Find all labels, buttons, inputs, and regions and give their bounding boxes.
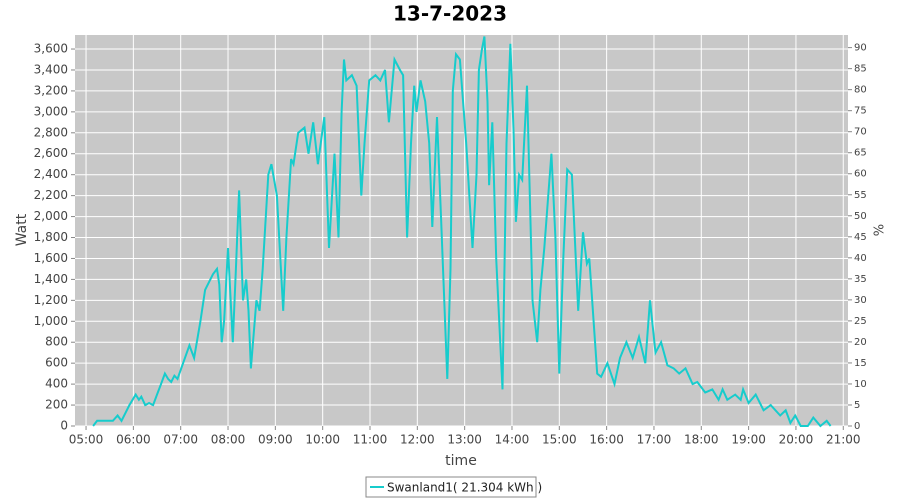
- y2-tick-label: 10: [854, 379, 867, 390]
- y-tick-label: 1,200: [34, 293, 68, 307]
- y-tick-label: 200: [45, 398, 68, 412]
- x-tick-label: 10:00: [305, 433, 340, 447]
- y-tick-label: 2,000: [34, 209, 68, 223]
- x-tick-label: 18:00: [684, 433, 719, 447]
- y-tick-label: 1,600: [34, 251, 68, 265]
- chart-title: 13-7-2023: [393, 2, 507, 26]
- x-tick-label: 21:00: [826, 433, 861, 447]
- y-tick-label: 2,400: [34, 167, 68, 181]
- y-tick-label: 3,200: [34, 83, 68, 97]
- y-tick-label: 2,600: [34, 146, 68, 160]
- y2-tick-label: 30: [854, 295, 867, 306]
- y2-tick-label: 40: [854, 253, 867, 264]
- legend-label: Swanland1( 21.304 kWh ): [387, 481, 542, 495]
- y2-tick-label: 55: [854, 190, 867, 201]
- line-series: [92, 36, 832, 428]
- x-tick-label: 05:00: [69, 433, 104, 447]
- y2-tick-label: 0: [854, 421, 860, 432]
- x-axis-label: time: [445, 453, 477, 469]
- y2-tick-label: 75: [854, 106, 867, 117]
- x-tick-label: 08:00: [211, 433, 246, 447]
- y2-tick-label: 65: [854, 148, 867, 159]
- y2-tick-label: 85: [854, 64, 867, 75]
- x-tick-label: 15:00: [542, 433, 577, 447]
- y-tick-label: 400: [45, 377, 68, 391]
- y2-tick-label: 60: [854, 169, 867, 180]
- x-tick-label: 19:00: [731, 433, 766, 447]
- x-tick-label: 13:00: [447, 433, 482, 447]
- x-tick-label: 12:00: [400, 433, 435, 447]
- y-axis-label: Watt: [14, 213, 30, 246]
- y2-tick-label: 20: [854, 337, 867, 348]
- y-tick-label: 2,200: [34, 188, 68, 202]
- x-tick-label: 06:00: [116, 433, 151, 447]
- legend-box: [365, 476, 537, 498]
- y-tick-label: 800: [45, 335, 68, 349]
- y-tick-label: 3,600: [34, 42, 68, 56]
- y2-tick-label: 45: [854, 232, 867, 243]
- y-tick-label: 600: [45, 356, 68, 370]
- x-tick-label: 16:00: [589, 433, 624, 447]
- x-tick-label: 09:00: [258, 433, 293, 447]
- y2-tick-label: 50: [854, 211, 867, 222]
- x-tick-label: 07:00: [163, 433, 198, 447]
- plot-area: [75, 35, 848, 426]
- y-tick-label: 0: [60, 419, 68, 433]
- x-tick-label: 17:00: [637, 433, 672, 447]
- y2-tick-label: 90: [854, 43, 867, 54]
- y2-axis-label: %: [873, 224, 888, 236]
- y2-tick-label: 15: [854, 358, 867, 369]
- x-tick-label: 20:00: [779, 433, 814, 447]
- y-tick-label: 1,800: [34, 230, 68, 244]
- y-tick-label: 1,000: [34, 314, 68, 328]
- y-tick-label: 3,400: [34, 62, 68, 76]
- y-tick-label: 1,400: [34, 272, 68, 286]
- y2-tick-label: 35: [854, 274, 867, 285]
- y2-tick-label: 70: [854, 127, 867, 138]
- y2-tick-label: 25: [854, 316, 867, 327]
- y-tick-label: 3,000: [34, 104, 68, 118]
- y2-tick-label: 5: [854, 400, 860, 411]
- x-tick-label: 11:00: [353, 433, 388, 447]
- y-tick-label: 2,800: [34, 125, 68, 139]
- x-tick-label: 14:00: [495, 433, 530, 447]
- y2-tick-label: 80: [854, 85, 867, 96]
